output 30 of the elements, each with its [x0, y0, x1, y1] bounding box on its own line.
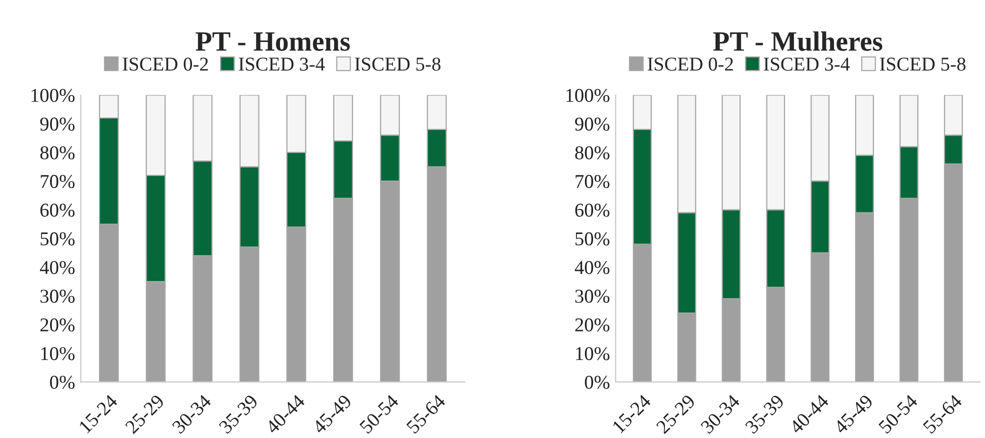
y-tick-label: 30%: [40, 290, 75, 303]
legend-label: ISCED 3-4: [238, 58, 325, 71]
legend-label: ISCED 0-2: [648, 58, 733, 71]
y-tick-label: 60%: [40, 204, 75, 217]
chart-title: PT - Homens: [196, 32, 350, 51]
y-tick-label: 10%: [41, 347, 75, 360]
y-tick-label: 20%: [575, 318, 610, 332]
y-tick-label: 70%: [40, 174, 75, 188]
y-tick-label: 10%: [576, 347, 610, 360]
y-tick-label: 60%: [575, 204, 610, 217]
y-tick-label: 90%: [40, 118, 75, 131]
y-tick-label: 100%: [566, 88, 610, 102]
y-tick-label: 0%: [584, 376, 610, 389]
y-tick-label: 80%: [40, 146, 75, 160]
y-tick-label: 80%: [575, 146, 610, 160]
legend-label: ISCED 5-8: [880, 58, 966, 71]
y-tick-label: 0%: [50, 376, 75, 389]
chart-title: PT - Mulheres: [713, 31, 882, 51]
y-tick-label: 50%: [576, 232, 610, 246]
y-tick-label: 90%: [575, 118, 610, 131]
y-tick-label: 40%: [574, 260, 610, 274]
y-tick-label: 20%: [40, 318, 75, 332]
y-tick-label: 70%: [576, 174, 610, 188]
legend-label: ISCED 5-8: [354, 58, 440, 71]
legend-label: ISCED 3-4: [764, 58, 850, 71]
y-tick-label: 40%: [40, 260, 75, 274]
y-tick-label: 30%: [575, 290, 610, 303]
legend-label: ISCED 0-2: [122, 58, 208, 71]
y-tick-label: 100%: [32, 88, 75, 102]
y-tick-label: 50%: [40, 232, 75, 246]
